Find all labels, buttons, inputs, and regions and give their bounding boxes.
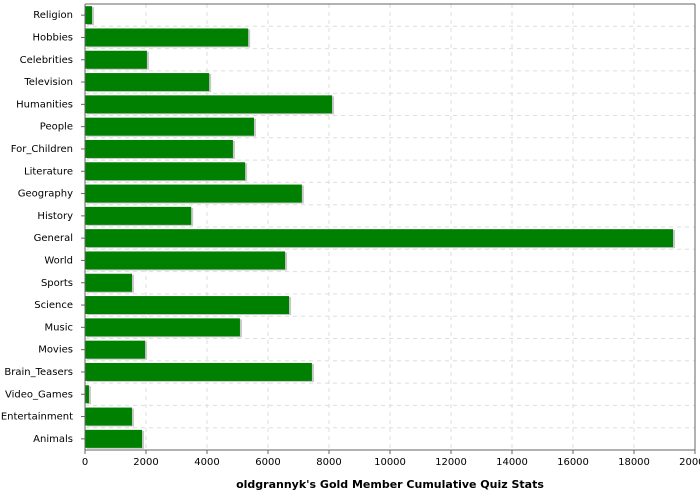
bar	[85, 385, 89, 404]
chart-title: oldgrannyk's Gold Member Cumulative Quiz…	[236, 478, 544, 491]
bar	[85, 340, 146, 359]
x-tick-label: 8000	[316, 457, 341, 468]
y-tick-label: Movies	[38, 345, 73, 356]
y-tick-label: Entertainment	[1, 412, 73, 423]
bar	[85, 429, 143, 448]
y-tick-label: Brain_Teasers	[4, 367, 73, 378]
y-tick-label: Music	[45, 322, 73, 333]
y-tick-label: Geography	[18, 189, 73, 200]
y-tick-label: Television	[23, 77, 73, 88]
bar	[85, 407, 132, 426]
y-tick-label: Animals	[33, 434, 73, 445]
bar	[85, 362, 312, 381]
bar	[85, 162, 246, 181]
bar	[85, 251, 286, 270]
x-tick-label: 2000	[133, 457, 158, 468]
x-tick-label: 20000	[679, 457, 700, 468]
bar	[85, 184, 302, 203]
bar	[85, 229, 674, 248]
y-tick-label: World	[44, 255, 73, 266]
x-tick-label: 6000	[255, 457, 280, 468]
y-tick-label: For_Children	[11, 144, 73, 155]
bar	[85, 50, 147, 69]
bar	[85, 95, 333, 114]
bar	[85, 6, 93, 25]
y-tick-label: People	[40, 122, 73, 133]
bar	[85, 206, 192, 225]
bar	[85, 273, 132, 292]
y-tick-label: Literature	[24, 166, 73, 177]
y-tick-label: History	[37, 211, 73, 222]
x-tick-label: 16000	[557, 457, 589, 468]
x-tick-label: 10000	[374, 457, 406, 468]
y-tick-label: Video_Games	[5, 389, 73, 400]
bar	[85, 318, 240, 337]
y-tick-label: Humanities	[16, 99, 73, 110]
y-tick-label: Religion	[33, 10, 73, 21]
bar	[85, 117, 254, 136]
bar	[85, 73, 210, 92]
y-tick-label: Celebrities	[20, 55, 73, 66]
y-tick-label: Sports	[41, 278, 73, 289]
y-tick-label: Science	[34, 300, 73, 311]
x-tick-label: 12000	[435, 457, 467, 468]
y-tick-label: Hobbies	[33, 32, 73, 43]
bar	[85, 28, 249, 47]
x-tick-label: 18000	[618, 457, 650, 468]
x-tick-label: 4000	[194, 457, 219, 468]
x-tick-label: 0	[82, 457, 88, 468]
bar	[85, 139, 233, 158]
bar-shadow	[87, 386, 91, 405]
bar	[85, 296, 290, 315]
x-tick-label: 14000	[496, 457, 528, 468]
y-tick-label: General	[34, 233, 73, 244]
